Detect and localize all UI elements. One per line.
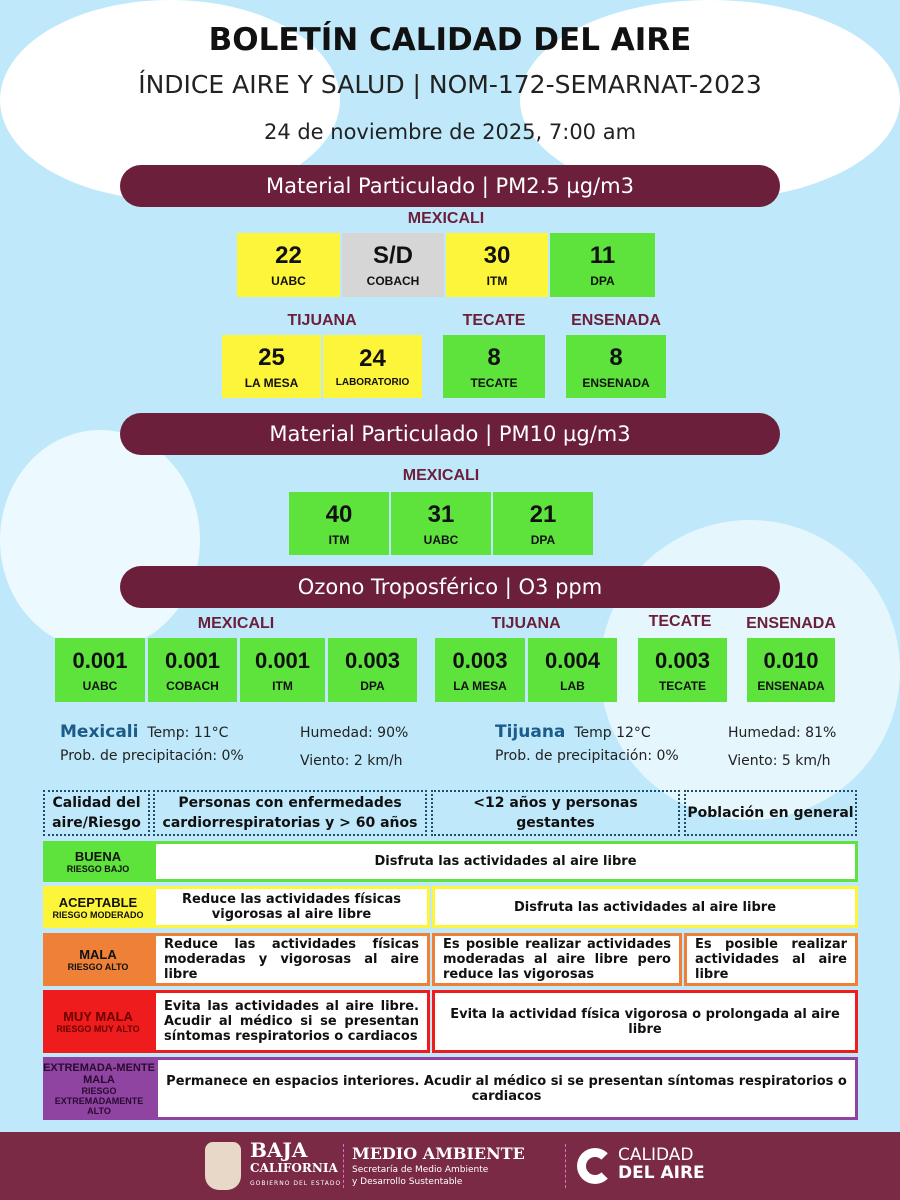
pm25-tecate-label: TECATE	[462, 312, 526, 329]
o3-station-lab: 0.004 LAB	[528, 638, 617, 702]
bulletin-date: 24 de noviembre de 2025, 7:00 am	[263, 120, 637, 144]
ma-logo-sub2: y Desarrollo Sustentable	[352, 1177, 463, 1187]
aceptable-advice-sensitive: Reduce las actividades físicas vigorosas…	[153, 886, 430, 928]
level-buena: BUENA RIESGO BAJO	[43, 841, 153, 882]
o3-station-la-mesa: 0.003 LA MESA	[435, 638, 525, 702]
o3-station-uabc: 0.001 UABC	[55, 638, 145, 702]
o3-station-ensenada: 0.010 ENSENADA	[747, 638, 835, 702]
ca-logo-2: DEL AIRE	[618, 1163, 705, 1183]
weather-tijuana-wind: Viento: 5 km/h	[728, 753, 831, 769]
weather-tijuana-humidity: Humedad: 81%	[728, 725, 837, 741]
page-title: BOLETÍN CALIDAD DEL AIRE	[208, 22, 692, 58]
bc-logo-sub: CALIFORNIA	[250, 1161, 338, 1175]
pm10-station-uabc: 31 UABC	[391, 492, 491, 555]
mala-advice-sensitive: Reduce las actividades físicas moderadas…	[153, 933, 430, 986]
pm25-banner: Material Particulado | PM2.5 µg/m3	[120, 165, 780, 207]
level-mala: MALA RIESGO ALTO	[43, 933, 153, 986]
level-muy-mala: MUY MALA RIESGO MUY ALTO	[43, 990, 153, 1053]
o3-mexicali-label: MEXICALI	[197, 615, 275, 632]
bc-logo-title: BAJA	[250, 1138, 308, 1162]
o3-station-cobach: 0.001 COBACH	[148, 638, 237, 702]
ca-logo-1: CALIDAD	[618, 1145, 694, 1165]
weather-mexicali-city-temp: Mexicali Temp: 11°C	[60, 722, 229, 742]
weather-mexicali-humidity: Humedad: 90%	[300, 725, 409, 741]
ma-logo-title: MEDIO AMBIENTE	[352, 1144, 525, 1163]
mala-advice-general: Es posible realizar actividades al aire …	[684, 933, 858, 986]
pm10-banner: Material Particulado | PM10 µg/m3	[120, 413, 780, 455]
pm25-station-itm: 30 ITM	[446, 233, 548, 297]
muy-mala-advice-general: Evita la actividad física vigorosa o pro…	[432, 990, 858, 1053]
cloud-decoration	[0, 430, 200, 650]
o3-station-dpa: 0.003 DPA	[328, 638, 417, 702]
mala-advice-children: Es posible realizar actividades moderada…	[432, 933, 682, 986]
pm25-station-tecate: 8 TECATE	[443, 335, 545, 398]
table-header-children: <12 años y personas gestantes	[431, 790, 680, 836]
pm25-station-dpa: 11 DPA	[550, 233, 655, 297]
baja-california-seal-icon	[205, 1142, 241, 1190]
pm10-station-itm: 40 ITM	[289, 492, 389, 555]
pm25-tijuana-label: TIJUANA	[287, 312, 357, 329]
level-extremadamente-mala: EXTREMADA-MENTE MALA RIESGO EXTREMADAMENT…	[43, 1057, 155, 1120]
o3-station-tecate: 0.003 TECATE	[638, 638, 727, 702]
pm25-station-ensenada: 8 ENSENADA	[566, 335, 666, 398]
bc-logo-gov: GOBIERNO DEL ESTADO	[250, 1180, 342, 1187]
divider	[343, 1144, 344, 1188]
o3-station-itm: 0.001 ITM	[240, 638, 325, 702]
table-header-risk: Calidad del aire/Riesgo	[43, 790, 150, 836]
pm25-station-laboratorio: 24 LABORATORIO	[323, 335, 422, 398]
weather-tijuana-precip: Prob. de precipitación: 0%	[495, 748, 679, 764]
o3-ensenada-label: ENSENADA	[746, 615, 836, 632]
footer: BAJA CALIFORNIA GOBIERNO DEL ESTADO MEDI…	[0, 1132, 900, 1200]
page-subtitle: ÍNDICE AIRE Y SALUD | NOM-172-SEMARNAT-2…	[138, 70, 762, 99]
o3-banner: Ozono Troposférico | O3 ppm	[120, 566, 780, 608]
weather-mexicali-precip: Prob. de precipitación: 0%	[60, 748, 244, 764]
table-header-general: Población en general	[684, 790, 857, 836]
divider	[565, 1144, 566, 1188]
weather-tijuana-city-temp: Tijuana Temp 12°C	[495, 722, 651, 742]
pm25-station-cobach: S/D COBACH	[342, 233, 444, 297]
ma-logo-sub1: Secretaría de Medio Ambiente	[352, 1165, 489, 1175]
pm25-station-uabc: 22 UABC	[237, 233, 340, 297]
pm25-mexicali-label: MEXICALI	[407, 210, 485, 227]
calidad-aire-logo-icon	[577, 1148, 613, 1184]
weather-mexicali-wind: Viento: 2 km/h	[300, 753, 403, 769]
aceptable-advice-general: Disfruta las actividades al aire libre	[432, 886, 858, 928]
pm25-station-la-mesa: 25 LA MESA	[222, 335, 321, 398]
muy-mala-advice-sensitive: Evita las actividades al aire libre. Acu…	[153, 990, 430, 1053]
pm10-station-dpa: 21 DPA	[493, 492, 593, 555]
buena-advice: Disfruta las actividades al aire libre	[153, 841, 858, 882]
extremadamente-mala-advice: Permanece en espacios interiores. Acudir…	[155, 1057, 858, 1120]
o3-tijuana-label: TIJUANA	[491, 615, 561, 632]
level-aceptable: ACEPTABLE RIESGO MODERADO	[43, 886, 153, 928]
pm10-mexicali-label: MEXICALI	[402, 467, 480, 484]
o3-tecate-label: TECATE	[648, 613, 712, 630]
table-header-cardio: Personas con enfermedades cardiorrespira…	[153, 790, 427, 836]
pm25-ensenada-label: ENSENADA	[571, 312, 661, 329]
